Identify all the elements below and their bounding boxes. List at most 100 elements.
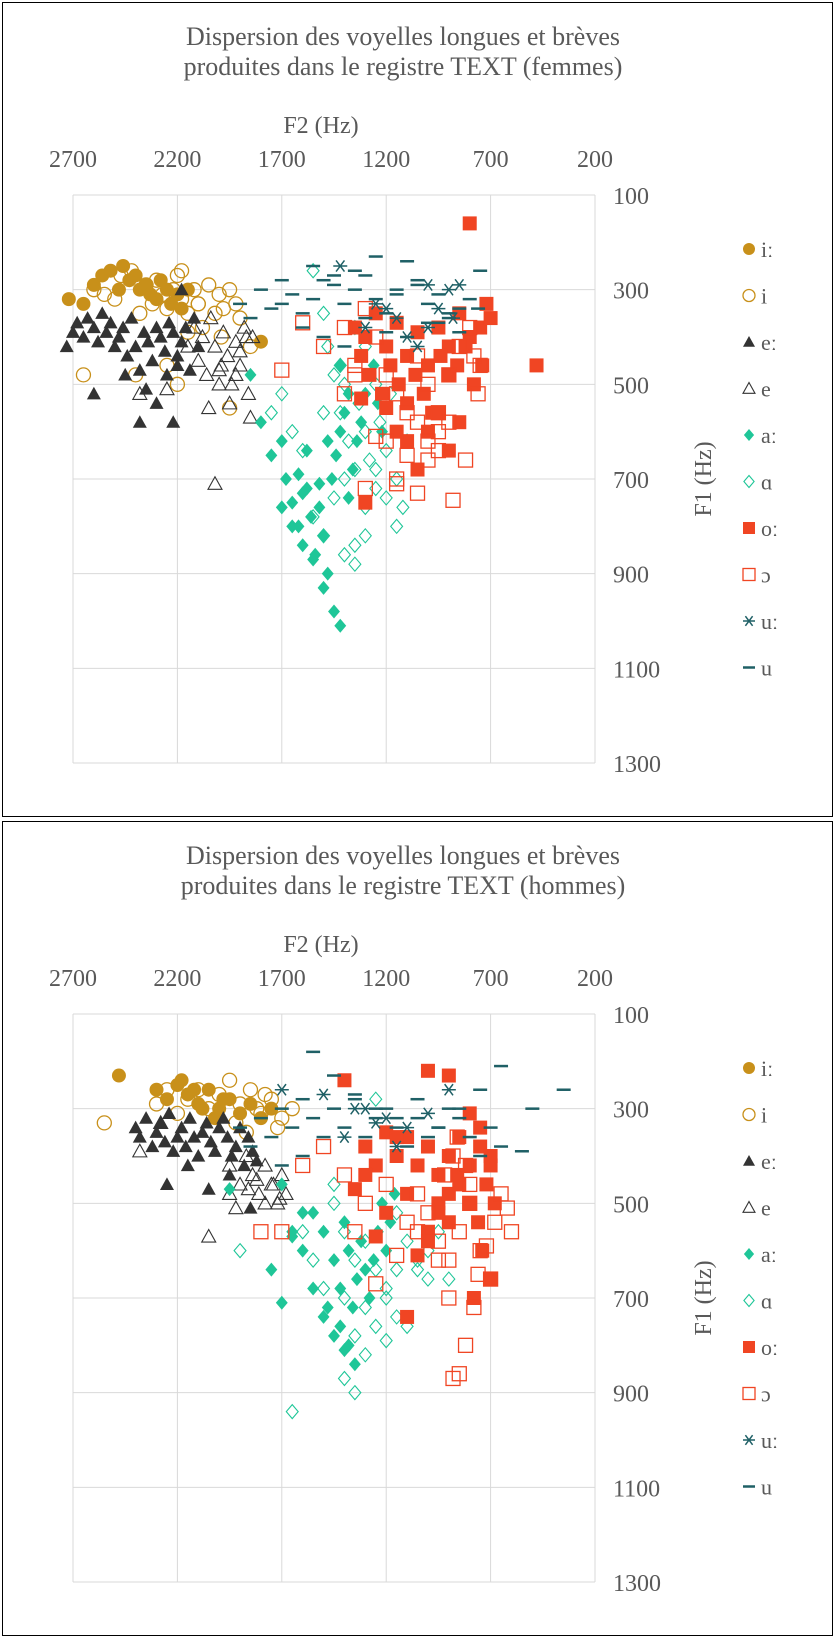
data-point bbox=[368, 428, 384, 445]
data-point bbox=[149, 292, 164, 307]
y-tick-label: 300 bbox=[613, 279, 649, 305]
y-tick-label: 500 bbox=[613, 1192, 649, 1218]
data-point bbox=[145, 353, 160, 367]
data-point bbox=[375, 386, 390, 401]
data-point bbox=[307, 1205, 320, 1220]
data-point bbox=[274, 362, 290, 378]
data-point bbox=[342, 490, 355, 505]
data-point bbox=[145, 1139, 160, 1153]
data-point bbox=[391, 377, 406, 392]
scatter-chart-femmes: Dispersion des voyelles longues et brève… bbox=[49, 22, 778, 778]
data-point bbox=[152, 1114, 169, 1130]
data-point bbox=[334, 1319, 347, 1334]
data-point bbox=[149, 1082, 164, 1097]
data-point bbox=[138, 277, 154, 293]
data-point bbox=[337, 1370, 352, 1387]
legend-marker bbox=[743, 336, 755, 347]
data-point bbox=[118, 367, 133, 381]
data-point bbox=[237, 1158, 252, 1172]
data-point bbox=[174, 282, 189, 296]
legend-label: u bbox=[761, 656, 772, 681]
data-point bbox=[379, 339, 394, 354]
series-4 bbox=[244, 339, 393, 633]
y-tick-label: 500 bbox=[613, 373, 649, 399]
data-point bbox=[232, 343, 248, 358]
data-point bbox=[116, 320, 131, 334]
data-point bbox=[86, 320, 101, 334]
data-point bbox=[211, 376, 228, 391]
legend-label: aː bbox=[761, 1242, 777, 1267]
data-point bbox=[278, 1185, 294, 1201]
data-point bbox=[107, 339, 122, 353]
data-point bbox=[240, 1181, 257, 1196]
data-point bbox=[430, 442, 447, 459]
data-point bbox=[452, 278, 467, 291]
data-point bbox=[368, 1276, 384, 1292]
data-point bbox=[369, 1261, 383, 1278]
data-point bbox=[199, 1115, 214, 1129]
x-tick-label: 1200 bbox=[362, 147, 410, 173]
data-point bbox=[203, 1134, 218, 1148]
data-point bbox=[265, 1262, 278, 1277]
data-point bbox=[409, 485, 426, 501]
data-point bbox=[124, 311, 139, 324]
data-point bbox=[336, 386, 353, 402]
data-point bbox=[128, 1120, 143, 1134]
data-point bbox=[131, 385, 148, 400]
data-point bbox=[240, 385, 257, 400]
data-point bbox=[317, 1224, 330, 1239]
data-point bbox=[348, 537, 362, 554]
data-point bbox=[330, 448, 343, 463]
data-point bbox=[139, 1111, 154, 1124]
x-tick-label: 2200 bbox=[153, 966, 201, 992]
legend-marker bbox=[743, 474, 755, 489]
y-axis-label: F1 (Hz) bbox=[691, 1260, 717, 1335]
legend-label: i bbox=[761, 284, 767, 309]
data-point bbox=[357, 480, 373, 497]
data-point bbox=[338, 405, 351, 420]
data-point bbox=[441, 1083, 456, 1096]
legend-label: i bbox=[761, 1103, 767, 1128]
data-point bbox=[316, 305, 331, 322]
data-point bbox=[269, 1119, 286, 1136]
data-point bbox=[499, 1200, 515, 1216]
data-point bbox=[211, 286, 227, 303]
data-point bbox=[333, 357, 347, 374]
data-point bbox=[254, 415, 267, 430]
data-point bbox=[201, 1182, 216, 1195]
data-point bbox=[368, 1229, 383, 1244]
data-point bbox=[249, 1153, 264, 1167]
data-point bbox=[211, 362, 228, 377]
data-point bbox=[86, 386, 101, 400]
data-point bbox=[141, 334, 156, 348]
data-point bbox=[271, 1190, 288, 1205]
data-point bbox=[200, 1228, 217, 1243]
data-point bbox=[416, 386, 431, 401]
data-point bbox=[378, 433, 394, 449]
data-point bbox=[253, 1224, 269, 1240]
legend: iː i eː e aː ɑ oː ɔ uː u bbox=[742, 237, 778, 681]
data-point bbox=[66, 325, 80, 338]
data-point bbox=[213, 357, 230, 372]
data-point bbox=[116, 259, 131, 273]
legend-marker bbox=[743, 1155, 755, 1166]
legend-label: iː bbox=[761, 1056, 773, 1081]
data-point bbox=[421, 1271, 435, 1287]
data-point bbox=[190, 296, 206, 312]
legend-label: iː bbox=[761, 237, 773, 262]
data-point bbox=[487, 1196, 502, 1211]
x-axis-label: F2 (Hz) bbox=[283, 932, 358, 958]
data-point bbox=[409, 1224, 426, 1240]
data-point bbox=[211, 1086, 227, 1103]
data-point bbox=[466, 1291, 481, 1305]
chart-title-line: Dispersion des voyelles longues et brève… bbox=[186, 22, 620, 51]
data-point bbox=[296, 538, 309, 553]
data-point bbox=[216, 1092, 231, 1107]
series-2 bbox=[59, 282, 206, 428]
data-point bbox=[355, 415, 368, 430]
data-point bbox=[201, 1101, 217, 1117]
data-point bbox=[437, 1167, 453, 1183]
data-point bbox=[191, 1149, 206, 1162]
data-point bbox=[253, 1105, 269, 1122]
data-point bbox=[194, 319, 211, 336]
